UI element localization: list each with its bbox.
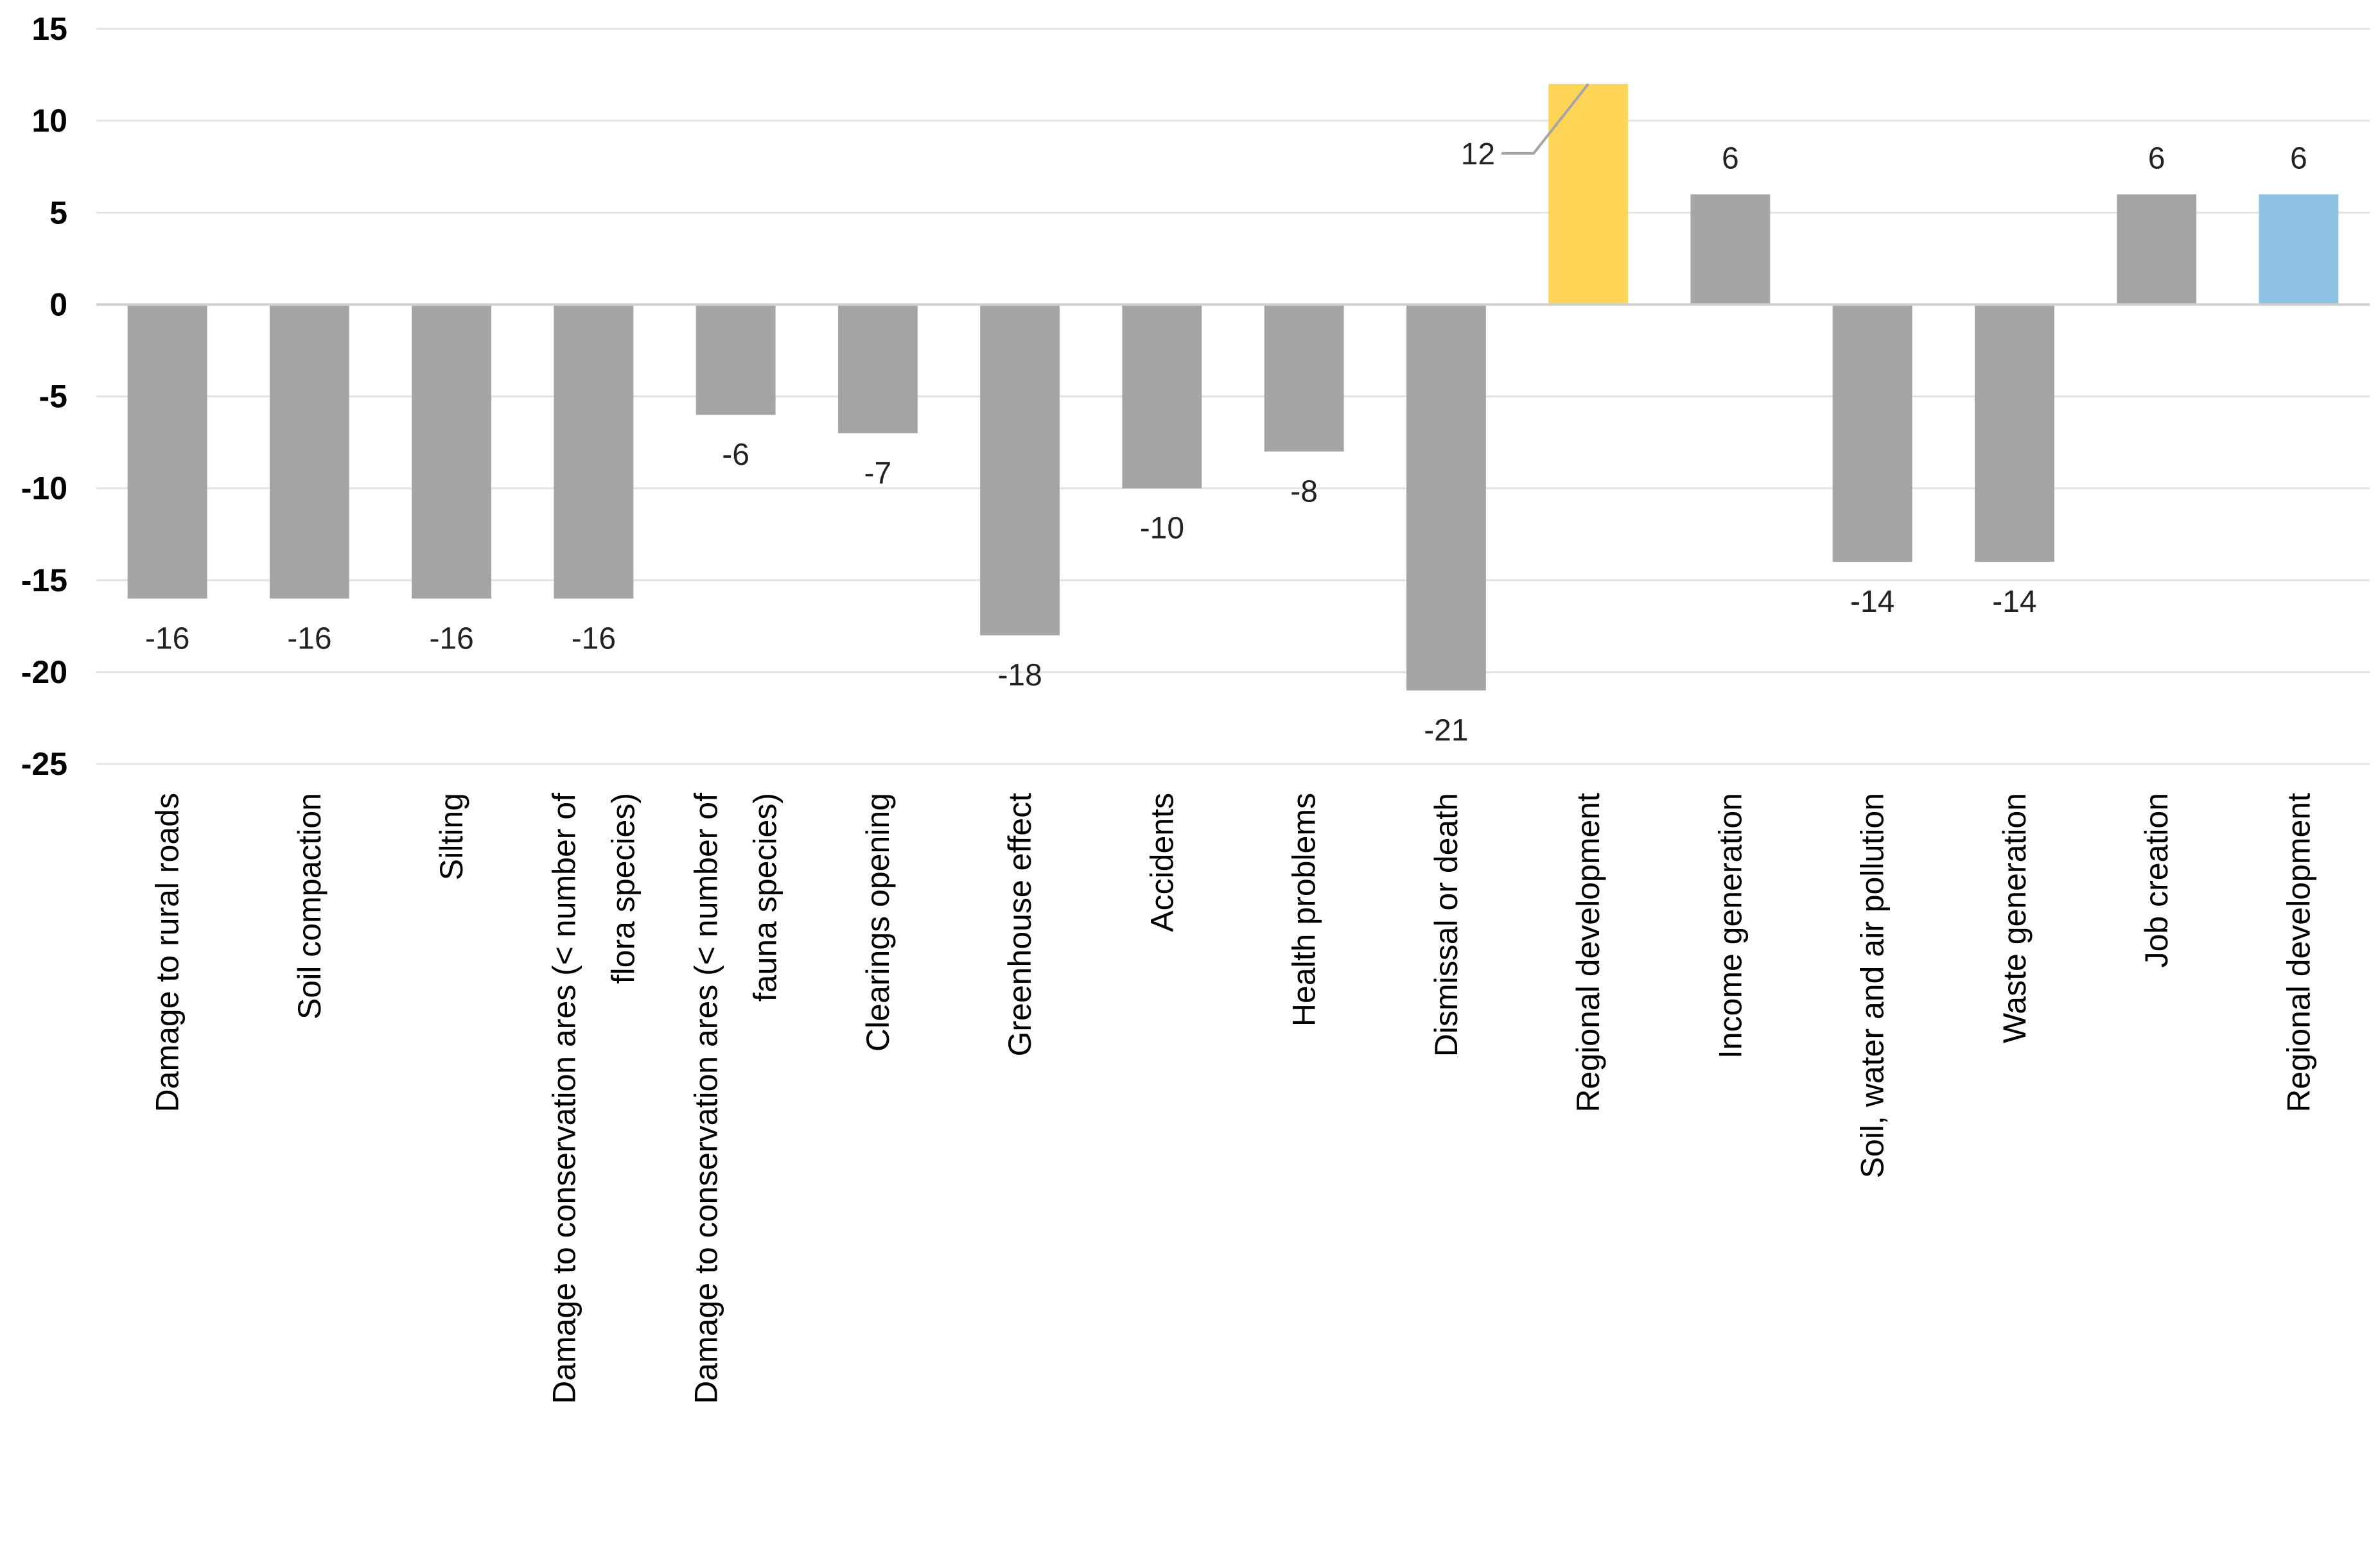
x-tick-label: Soil, water and air pollution	[1855, 793, 1891, 1178]
bar	[2117, 194, 2197, 305]
data-label: -16	[429, 621, 473, 655]
data-label: -21	[1424, 714, 1468, 748]
x-tick-label: Regional development	[1570, 793, 1606, 1113]
bar	[1974, 304, 2054, 562]
bar	[1690, 194, 1771, 305]
y-axis-tick-labels: 15 10 5 0 -5 -10 -15 -20 -25	[21, 11, 67, 782]
data-label-leader-line	[1501, 83, 1589, 155]
x-tick-label: Regional development	[2280, 793, 2316, 1113]
y-tick-label: -10	[21, 471, 67, 507]
data-label: 6	[2290, 142, 2307, 176]
x-axis-category-labels: Damage to rural roads Soil compaction Silt…	[150, 793, 2317, 1404]
bar	[2259, 194, 2339, 305]
x-tick-label: fauna species)	[748, 793, 783, 1002]
x-tick-label: Greenhouse effect	[1002, 793, 1038, 1057]
y-tick-label: 10	[31, 103, 67, 139]
y-tick-label: 15	[31, 11, 67, 47]
bar	[837, 304, 918, 433]
bar	[980, 304, 1060, 636]
x-tick-label: Clearings opening	[860, 793, 896, 1052]
y-tick-label: -25	[21, 746, 67, 782]
x-tick-label: Damage to conservation ares (< number of	[546, 793, 582, 1404]
bar	[127, 304, 207, 599]
x-tick-label: Health problems	[1286, 793, 1322, 1027]
data-label: -16	[287, 621, 331, 655]
bar	[554, 304, 634, 599]
x-tick-label: Accidents	[1144, 793, 1180, 932]
bar	[1548, 83, 1629, 305]
y-tick-label: -15	[21, 562, 67, 598]
data-label: -10	[1140, 512, 1184, 546]
bar	[1264, 304, 1344, 452]
x-tick-label: Soil compaction	[292, 793, 328, 1019]
data-label: 12	[1461, 137, 1495, 171]
x-tick-label: Job creation	[2139, 793, 2174, 967]
data-label: -6	[722, 438, 749, 472]
bar	[269, 304, 349, 599]
data-label: -16	[145, 621, 189, 655]
x-tick-label: Damage to rural roads	[150, 793, 186, 1112]
bar	[1406, 304, 1486, 691]
y-tick-label: 5	[49, 195, 67, 230]
bar	[1832, 304, 1912, 562]
y-tick-label: -5	[39, 379, 67, 415]
data-label: -18	[997, 659, 1042, 693]
x-tick-label: Silting	[433, 793, 469, 880]
x-tick-label: Dismissal or death	[1428, 793, 1464, 1057]
data-label: -7	[864, 456, 892, 490]
data-labels: -16 -16 -16 -16 -6 -7 -18 -10 -8 -21 12 6 -14 -14 6 6	[96, 83, 2370, 748]
x-tick-label: Income generation	[1712, 793, 1748, 1059]
bar	[412, 304, 492, 599]
data-label: -16	[572, 621, 616, 655]
bar	[696, 304, 776, 415]
bar	[1122, 304, 1202, 489]
x-tick-label: Damage to conservation ares (< number of	[688, 793, 724, 1404]
y-tick-label: -20	[21, 654, 67, 690]
data-label: -14	[1850, 585, 1894, 619]
x-tick-label: Waste generation	[1997, 793, 2033, 1043]
data-label: -8	[1290, 474, 1318, 508]
data-label: 6	[2148, 142, 2166, 176]
data-label: 6	[1722, 142, 1739, 176]
y-tick-label: 0	[49, 286, 67, 322]
data-label: -14	[1992, 585, 2036, 619]
x-tick-label: flora species)	[605, 793, 641, 984]
bars	[127, 83, 2339, 691]
